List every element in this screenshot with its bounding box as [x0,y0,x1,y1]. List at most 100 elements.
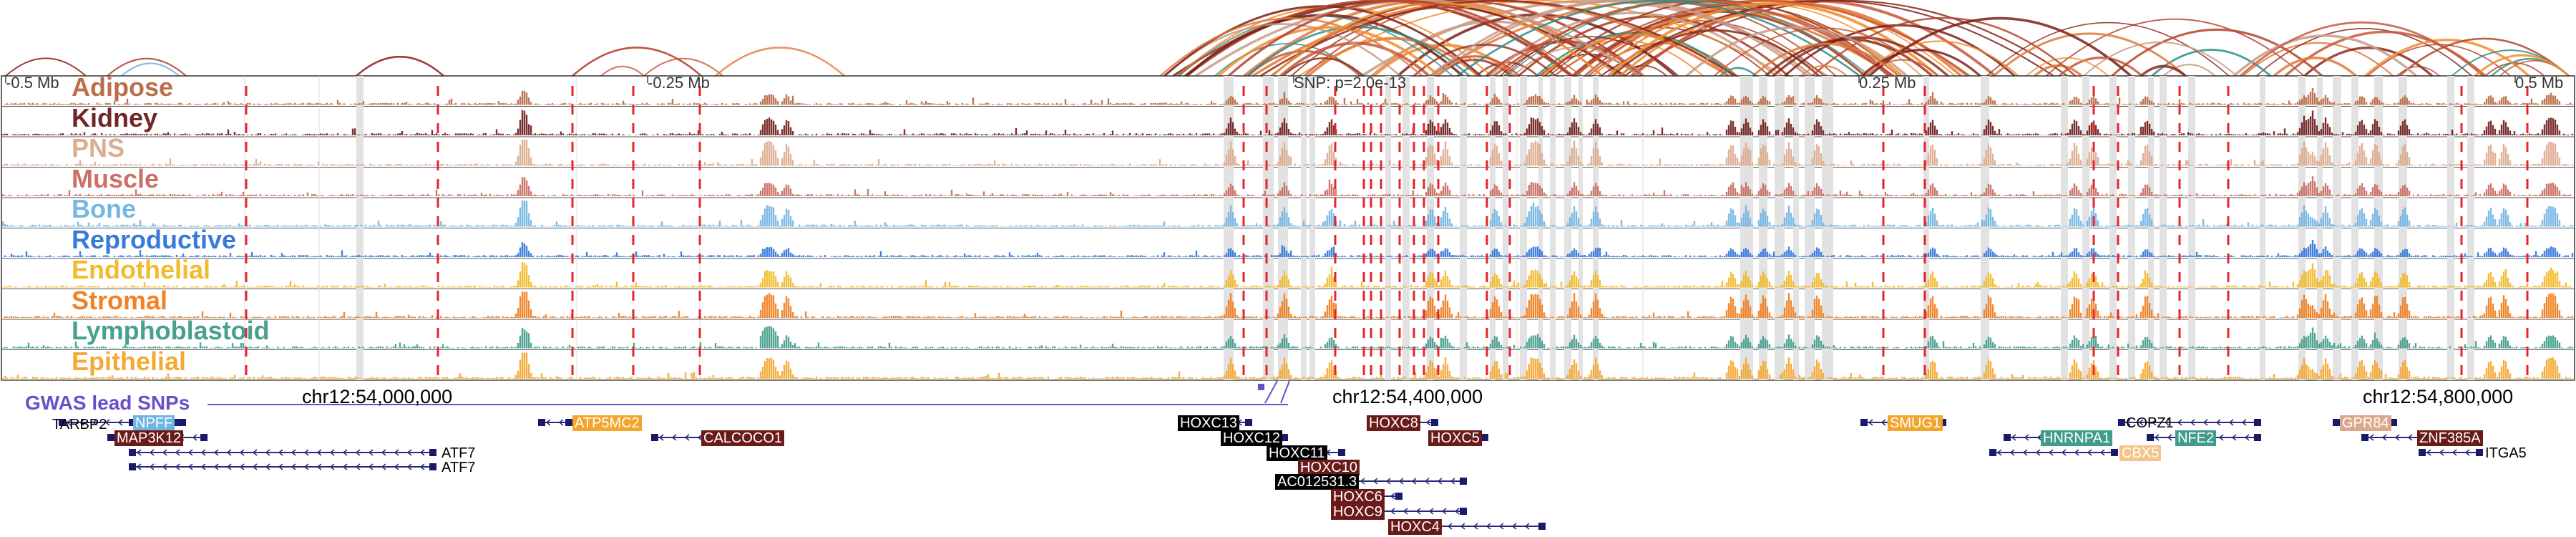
highlight-band [2188,76,2195,380]
loop-arc [572,47,702,77]
gene-label-npff[interactable]: NPFF [133,415,175,431]
gwas-snp-tick [1280,380,1290,404]
strand-arrow [2426,449,2431,456]
gene-label-calcoco1[interactable]: CALCOCO1 [701,430,785,446]
coordinate-label-54400000: chr12:54,400,000 [1332,386,1483,407]
highlight-band [2298,76,2306,380]
strand-arrow [2022,449,2028,456]
axis-label-plus-quarter: 0.25 Mb [1859,74,1916,92]
strand-arrow [381,463,386,470]
exon-block [2254,434,2261,441]
gene-label-hoxc11[interactable]: HOXC11 [1267,445,1327,461]
exon-block [565,419,572,426]
strand-arrow [2035,449,2041,456]
gene-label-atf7-b[interactable]: ATF7 [441,460,476,475]
gene-label-tarbp2[interactable]: TARBP2 [52,417,107,432]
gwas-snp-marker [1258,384,1264,390]
highlight-band [1385,76,1391,380]
gene-label-cbx5[interactable]: CBX5 [2119,445,2162,461]
loop-arc [1600,0,2054,77]
strand-arrow [2099,449,2105,456]
gene-label-znf385a[interactable]: ZNF385A [2417,430,2483,446]
strand-arrow [1390,508,1395,515]
strand-arrow [2451,449,2457,456]
highlight-band [2128,76,2135,380]
highlight-band [2351,76,2358,380]
strand-arrow [342,449,348,456]
loop-arc [1553,0,1971,77]
highlight-band [1538,76,1543,380]
strand-arrow [162,463,167,470]
gene-label-hoxc12[interactable]: HOXC12 [1221,430,1283,446]
gene-label-atf7-a[interactable]: ATF7 [441,445,476,461]
strand-arrow [252,463,258,470]
strand-arrow [92,419,97,426]
strand-arrow [162,449,167,456]
strand-arrow [187,463,193,470]
strand-arrow [355,463,361,470]
loop-arc [2399,37,2570,77]
gene-label-hoxc4[interactable]: HOXC4 [1388,519,1442,535]
strand-arrow [149,449,155,456]
gene-label-hoxc5[interactable]: HOXC5 [1428,430,1482,446]
strand-arrow [381,449,386,456]
strand-arrow [226,449,232,456]
strand-arrow [200,449,206,456]
gene-label-map3k12[interactable]: MAP3K12 [114,430,184,446]
exon-block [2476,449,2483,456]
strand-arrow [316,449,322,456]
strand-arrow [316,463,322,470]
strand-arrow [2024,434,2029,441]
gwas-snp-tick [1264,380,1278,404]
gene-label-smug1[interactable]: SMUG1 [1888,415,1943,431]
highlight-band [1793,76,1799,380]
gene-label-itga5[interactable]: ITGA5 [2485,445,2527,461]
strand-arrow [2381,434,2387,441]
exon-block [538,419,545,426]
loop-arc [1861,49,1981,77]
gene-label-copz1[interactable]: COPZ1 [2126,415,2174,431]
strand-arrow [355,449,361,456]
loop-arc [356,56,444,77]
gene-label-gpr84[interactable]: GPR84 [2340,415,2391,431]
loop-arc [1986,21,2230,77]
strand-arrow [2048,449,2054,456]
gene-label-hnrnpa1[interactable]: HNRNPA1 [2041,430,2113,446]
highlight-band [2260,76,2265,380]
highlight-band [1301,76,1307,380]
strand-arrow [2241,419,2247,426]
gene-label-atp5mc2[interactable]: ATP5MC2 [572,415,642,431]
exon-block [129,449,136,456]
gene-label-hoxc10[interactable]: HOXC10 [1298,460,1360,475]
strand-arrow [697,434,703,441]
gene-label-hoxc9[interactable]: HOXC9 [1331,504,1385,520]
strand-arrow [136,463,142,470]
loop-arc [2243,42,2394,77]
strand-arrow [2231,434,2237,441]
exon-block [1281,434,1288,441]
gene-label-hoxc8[interactable]: HOXC8 [1367,415,1420,431]
gene-label-hoxc13[interactable]: HOXC13 [1178,415,1240,431]
exon-block [179,419,186,426]
strand-arrow [419,449,425,456]
strand-arrow [1425,419,1431,426]
strand-arrow [2036,434,2042,441]
loop-arc [2026,57,2109,77]
loop-arc [1372,43,1516,77]
strand-arrow [2228,419,2234,426]
strand-arrow [1511,523,1517,530]
strand-arrow [1428,508,1434,515]
strand-arrow [200,463,206,470]
loop-arc [2233,34,2417,77]
strand-arrow [66,419,72,426]
exon-block [1245,419,1252,426]
strand-arrow [149,463,155,470]
loop-arc [1811,16,2077,77]
gene-label-ac012531-3[interactable]: AC012531.3 [1275,474,1360,490]
strand-arrow [2151,419,2157,426]
gwas-lead-snps-label: GWAS lead SNPs [25,392,190,414]
strand-arrow [239,449,245,456]
gene-label-hoxc6[interactable]: HOXC6 [1331,489,1385,505]
strand-arrow [1441,508,1447,515]
gene-label-nfe2[interactable]: NFE2 [2175,430,2217,446]
